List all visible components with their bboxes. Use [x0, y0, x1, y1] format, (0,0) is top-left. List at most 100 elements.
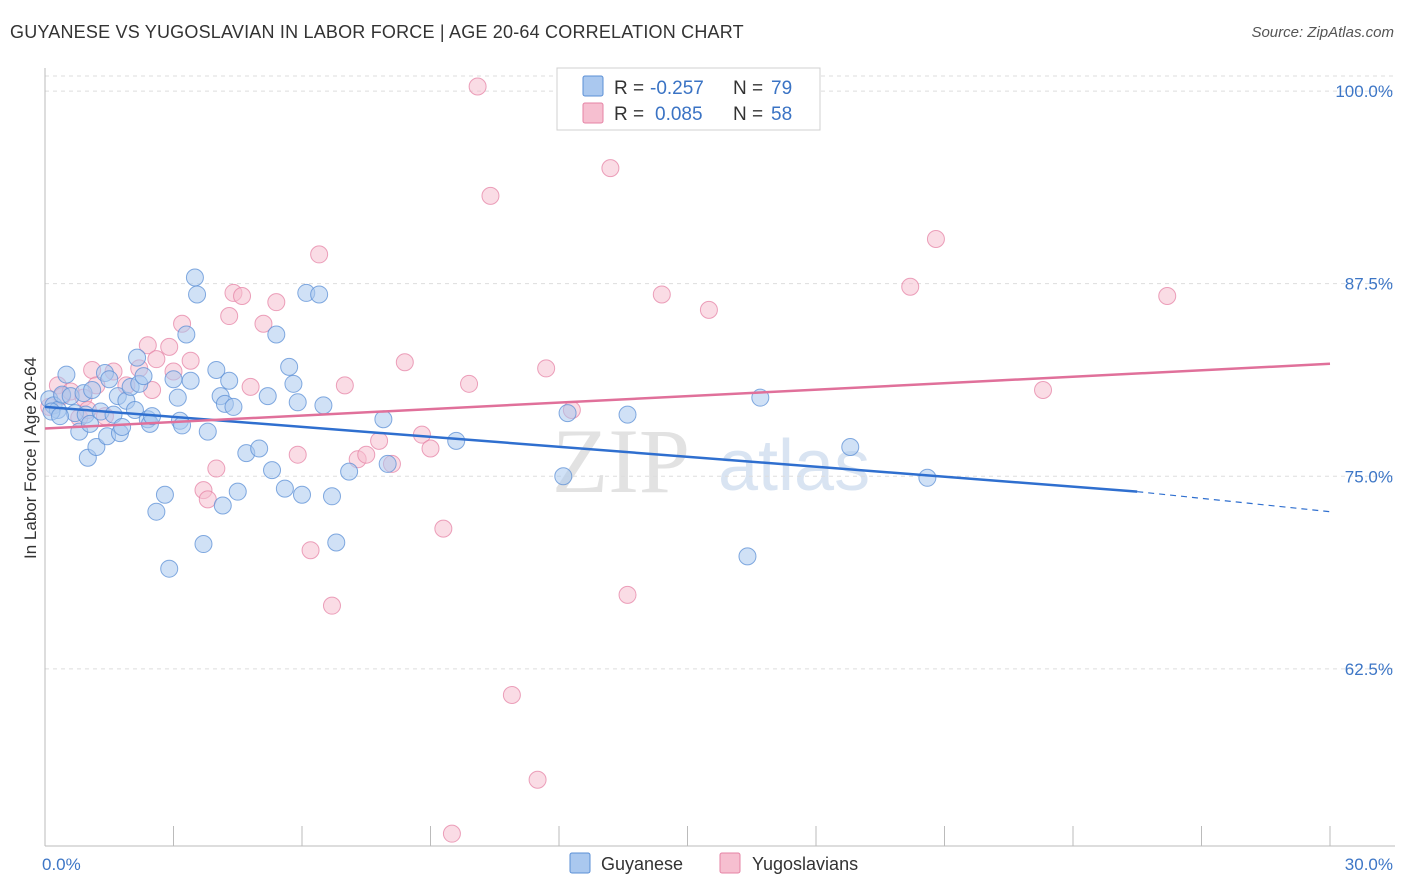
guyanese-point [198, 422, 217, 441]
guyanese-point [374, 410, 393, 429]
guyanese-point [280, 357, 299, 376]
guyanese-trend-line [44, 405, 1138, 493]
stats-n-label-guyanese: N = [733, 78, 763, 99]
guyanese-point [288, 393, 307, 412]
yugoslavians-point [468, 77, 487, 96]
stats-box: R = -0.257 N = 79 R = 0.085 N = 58 [556, 67, 821, 131]
yugoslavians-point [442, 824, 461, 843]
legend: Guyanese Yugoslavians [569, 852, 858, 874]
guyanese-point [258, 387, 277, 406]
guyanese-point [194, 535, 213, 554]
guyanese-point [228, 482, 247, 501]
guyanese-point [738, 547, 757, 566]
yugoslavians-point [357, 445, 376, 464]
gridlines [45, 75, 1395, 670]
legend-label-yugoslavians: Yugoslavians [752, 854, 858, 874]
guyanese-point [327, 533, 346, 552]
guyanese-point [134, 367, 153, 386]
yugoslavians-point [537, 359, 556, 378]
guyanese-point [447, 431, 466, 450]
trend-lines [44, 362, 1331, 513]
yugoslavians-point [434, 519, 453, 538]
guyanese-point [284, 374, 303, 393]
y-tick-label: 87.5% [1345, 275, 1393, 294]
stats-swatch-yugoslavians [582, 102, 604, 124]
x-tick-label: 0.0% [42, 855, 81, 874]
yugoslavians-point [502, 686, 521, 705]
guyanese-point [213, 496, 232, 515]
yugoslavians-point [233, 287, 252, 306]
guyanese-point [128, 348, 147, 367]
guyanese-point [314, 396, 333, 415]
guyanese-point [104, 405, 123, 424]
x-tick-label: 30.0% [1345, 855, 1393, 874]
stats-n-value-yugoslavians: 58 [771, 104, 792, 125]
chart-title: GUYANESE VS YUGOSLAVIAN IN LABOR FORCE |… [10, 22, 744, 42]
guyanese-point [57, 365, 76, 384]
guyanese-point [841, 437, 860, 456]
stats-n-label-yugoslavians: N = [733, 104, 763, 125]
stats-swatch-guyanese [582, 75, 604, 97]
guyanese-point [224, 397, 243, 416]
guyanese-point [83, 380, 102, 399]
guyanese-point [177, 325, 196, 344]
watermark-zip: ZIP [552, 410, 690, 512]
guyanese-point [100, 370, 119, 389]
axes [44, 68, 1395, 847]
stats-r-value-yugoslavians: 0.085 [655, 104, 703, 125]
guyanese-point [147, 502, 166, 521]
yugoslavians-point [288, 445, 307, 464]
guyanese-point [618, 405, 637, 424]
yugoslavians-point [267, 293, 286, 312]
chart-source: Source: ZipAtlas.com [1251, 24, 1394, 41]
yugoslavians-point [395, 353, 414, 372]
yugoslavians-point [901, 277, 920, 296]
guyanese-point [188, 285, 207, 304]
guyanese-point [340, 462, 359, 481]
y-axis-label: In Labor Force | Age 20-64 [21, 357, 40, 559]
yugoslavians-trend-line [44, 362, 1331, 430]
data-points [40, 77, 1177, 843]
yugoslavians-point [421, 439, 440, 458]
guyanese-point [164, 370, 183, 389]
yugoslavians-point [460, 374, 479, 393]
guyanese-point [50, 407, 69, 426]
guyanese-point [113, 417, 132, 436]
guyanese-point [554, 467, 573, 486]
yugoslavians-point [926, 230, 945, 249]
guyanese-point [275, 479, 294, 498]
yugoslavians-point [699, 300, 718, 319]
guyanese-point [322, 487, 341, 506]
yugoslavians-point [618, 585, 637, 604]
yugoslavians-point [310, 245, 329, 264]
stats-r-label-yugoslavians: R = [614, 104, 644, 125]
y-tick-labels: 100.0% 87.5% 75.0% 62.5% [1335, 82, 1393, 679]
yugoslavians-point [181, 351, 200, 370]
guyanese-point [181, 371, 200, 390]
yugoslavians-point [481, 186, 500, 205]
guyanese-point [168, 388, 187, 407]
guyanese-trend-extension [1137, 491, 1331, 513]
guyanese-point [250, 439, 269, 458]
stats-r-value-guyanese: -0.257 [650, 78, 704, 99]
y-tick-label: 75.0% [1345, 467, 1393, 486]
yugoslavians-point [370, 431, 389, 450]
yugoslavians-point [652, 285, 671, 304]
guyanese-point [80, 414, 99, 433]
yugoslavians-point [241, 377, 260, 396]
guyanese-point [207, 360, 226, 379]
guyanese-point [173, 416, 192, 435]
yugoslavians-point [254, 314, 273, 333]
stats-r-label-guyanese: R = [614, 78, 644, 99]
guyanese-point [220, 371, 239, 390]
x-tick-labels: 0.0% 30.0% [42, 855, 1393, 874]
yugoslavians-point [528, 770, 547, 789]
yugoslavians-point [207, 459, 226, 478]
guyanese-point [155, 485, 174, 504]
yugoslavians-point [1158, 287, 1177, 306]
yugoslavians-point [160, 337, 179, 356]
yugoslavians-point [220, 307, 239, 326]
yugoslavians-point [198, 490, 217, 509]
yugoslavians-point [601, 159, 620, 178]
